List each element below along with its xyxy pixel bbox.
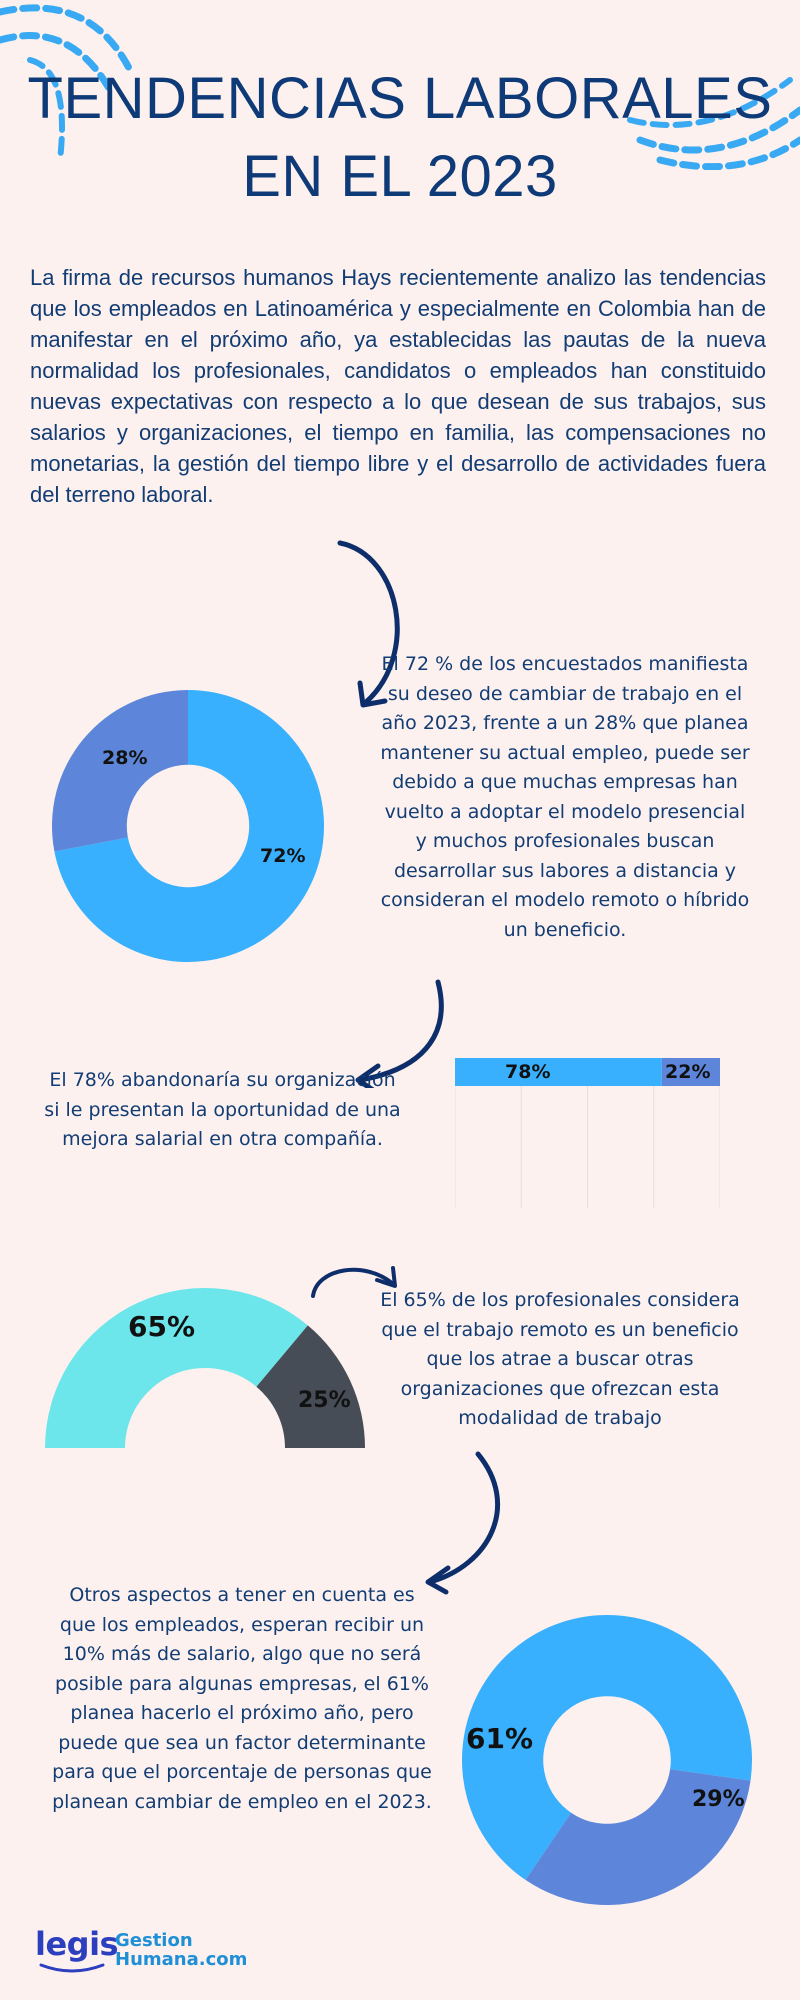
logo-line-2: Humana.com	[115, 1949, 248, 1970]
curved-arrow-icon	[337, 540, 400, 708]
gauge-segment-25	[256, 1325, 365, 1448]
curved-arrow-icon	[425, 1451, 500, 1595]
logo-smile-icon	[39, 1963, 105, 1973]
bar-chart-svg	[455, 1058, 720, 1208]
bar-label-22: 22%	[665, 1061, 711, 1083]
gauge-segment-65	[45, 1288, 308, 1448]
bar-label-78: 78%	[505, 1061, 551, 1083]
gauge-label-25: 25%	[298, 1388, 351, 1413]
donut-slice-61	[462, 1615, 752, 1880]
chart-label-72: 72%	[260, 845, 306, 867]
bar-segment-22	[661, 1058, 720, 1086]
chart-label-29: 29%	[692, 1787, 745, 1812]
logo-line-1: Gestion	[115, 1930, 193, 1951]
donut-chart-61-29: 61% 29%	[462, 1615, 752, 1905]
decorative-dash-arcs-top-right	[627, 77, 800, 170]
page-title: TENDENCIAS LABORALES EN EL 2023	[0, 60, 800, 216]
donut-chart-svg	[462, 1615, 752, 1905]
curved-arrow-icon	[311, 1266, 397, 1298]
chart-label-28: 28%	[102, 747, 148, 769]
donut-chart-72-28: 72% 28%	[52, 690, 324, 962]
title-line-1: TENDENCIAS LABORALES	[27, 66, 773, 131]
chart-label-61: 61%	[466, 1722, 534, 1755]
gauge-label-65: 65%	[128, 1310, 196, 1343]
section-3-text: El 65% de los profesionales considera qu…	[380, 1289, 740, 1429]
semi-donut-chart-65-25: 65% 25%	[40, 1280, 370, 1450]
semi-donut-svg	[45, 1288, 365, 1448]
decorative-dash-arcs-top-left	[0, 4, 134, 163]
donut-slice-72	[54, 690, 324, 962]
section-4-text: Otros aspectos a tener en cuenta es que …	[52, 1584, 432, 1813]
stacked-bar-chart-78-22: 78% 22%	[455, 1058, 720, 1208]
logo-brand: legis	[35, 1925, 119, 1963]
donut-slice-28	[52, 690, 188, 852]
section-2-text: El 78% abandonaría su organización si le…	[44, 1069, 401, 1150]
donut-chart-svg	[52, 690, 324, 962]
legis-gestion-humana-logo: legis Gestion Humana.com	[35, 1925, 295, 1975]
section-1-text: El 72 % de los encuestados manifiesta su…	[380, 653, 750, 941]
title-line-2: EN EL 2023	[242, 144, 558, 209]
donut-slice-29	[525, 1769, 751, 1905]
intro-paragraph: La firma de recursos humanos Hays recien…	[30, 265, 766, 507]
bar-segment-78	[455, 1058, 662, 1086]
curved-arrow-icon	[355, 979, 444, 1088]
